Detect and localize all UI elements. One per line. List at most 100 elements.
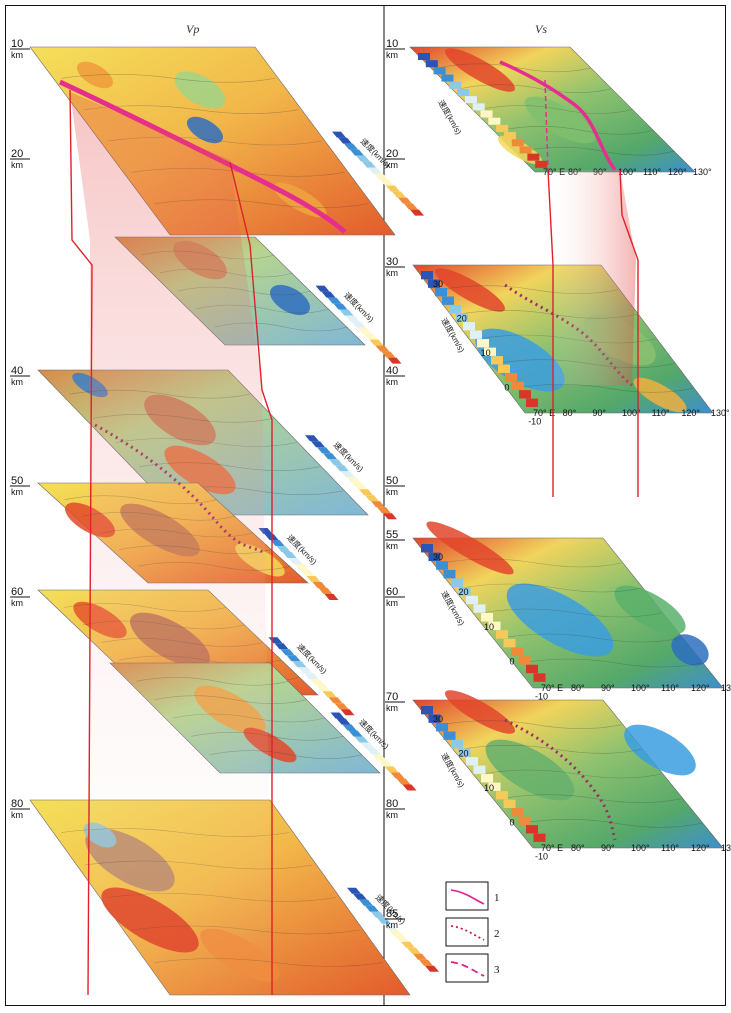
vs-colorbar-cell: [458, 748, 471, 757]
vp-connector-right: [229, 161, 273, 995]
vs-longitude-label: 90°: [601, 843, 615, 853]
vp-depth-unit: km: [11, 160, 23, 170]
vs-colorbar-cell: [498, 364, 510, 373]
vp-colorbar-7-cell: [377, 917, 391, 924]
vp-colorbar-7-cell: [413, 953, 427, 960]
vs-slice-1-contour: [480, 105, 633, 114]
vp-colorbar-3-cell: [317, 447, 331, 454]
vp-colorbar-7-cell: [347, 887, 361, 894]
vp-colorbar-4-cell: [318, 588, 333, 594]
vp-colorbar-2-cell: [357, 327, 372, 334]
vs-latitude-label: 10: [481, 348, 491, 358]
vs-latitude-label: 20: [457, 313, 467, 323]
vs-longitude-label: 100°: [631, 843, 650, 853]
vs-slice-3: [412, 521, 724, 689]
vp-colorbar-6-cell: [390, 772, 405, 779]
vs-connector-left: [547, 169, 554, 497]
vp-slice-1-contour: [61, 74, 276, 83]
vs-colorbar-cell: [451, 740, 463, 749]
vs-connector-right: [619, 169, 639, 497]
vs-colorbar-cell: [503, 799, 516, 808]
vs-depth-label-50: 50: [386, 475, 398, 487]
vp-colorbar-2-cell: [321, 291, 336, 298]
vs-colorbar-cell: [503, 638, 516, 648]
vs-depth-label-20: 20: [386, 148, 398, 160]
vp-colorbar-4-cell: [324, 594, 339, 600]
vs-depth-unit: km: [386, 810, 398, 820]
vp-colorbar-6-cell: [360, 742, 375, 749]
vs-depth-label-60: 60: [386, 586, 398, 598]
legend-item-3: 3: [445, 953, 500, 983]
vs-colorbar-3: [421, 544, 546, 682]
vs-colorbar-cell: [496, 124, 509, 132]
vp-colorbar-7-cell: [407, 947, 421, 954]
vs-longitude-label: 80°: [563, 408, 577, 418]
vp-depth-label-40: 40: [11, 365, 23, 377]
vp-colorbar-5-cell: [268, 637, 283, 644]
vp-colorbar-6-cell: [354, 736, 369, 743]
vs-latitude-label: 10: [484, 622, 494, 632]
vp-colorbar-7-cell: [371, 911, 385, 918]
legend-number: 1: [494, 892, 500, 904]
vs-colorbar-cell: [480, 110, 493, 118]
vs-longitude-label: 110°: [652, 408, 670, 418]
vp-connector-left: [69, 89, 93, 996]
vs-longitude-label: 130°: [721, 683, 731, 693]
vs-longitude-label: 70° E: [533, 408, 555, 418]
vs-depth-unit: km: [386, 598, 398, 608]
vp-colorbar-2-cell: [327, 297, 342, 304]
vp-colorbar-3-cell: [365, 495, 379, 502]
vs-slice-1-contour: [501, 126, 654, 135]
vs-colorbar-cell: [526, 664, 538, 674]
vp-colorbar-4-cell: [306, 576, 321, 582]
vs-slice-3-contour: [460, 583, 642, 593]
vp-colorbar-4-cell: [300, 570, 315, 576]
vp-colorbar-7-cell: [353, 893, 367, 900]
legend-number: 2: [494, 928, 500, 940]
vs-colorbar-cell: [527, 153, 540, 161]
vs-depth-unit: km: [386, 487, 398, 497]
vs-colorbar-cell: [518, 656, 531, 665]
vs-slice-3-contour: [520, 658, 702, 668]
vp-colorbar-6-cell: [330, 712, 345, 719]
vp-slice-1-anomaly: [76, 61, 114, 89]
vs-depth-label-30: 30: [386, 256, 398, 268]
vs-colorbar-cell: [441, 74, 454, 82]
vs-slice-4-contour: [440, 720, 622, 729]
legend-swatch-box: [445, 917, 489, 947]
legend-line-sample: [450, 961, 485, 977]
vp-colorbar-3-cell: [383, 513, 397, 520]
vp-colorbar-5-cell: [280, 649, 295, 656]
vs-colorbar-cell: [421, 706, 433, 715]
vp-colorbar-5-cell: [304, 673, 319, 680]
vs-slice-2-contour: [514, 384, 693, 393]
vs-colorbar-cell: [484, 347, 496, 356]
vs-colorbar-cell: [511, 139, 524, 147]
vp-colorbar-3-cell: [329, 459, 343, 466]
vs-slice-3-anomaly: [426, 521, 514, 575]
vs-colorbar-cell: [428, 279, 440, 288]
vp-colorbar-1-cell: [350, 149, 364, 156]
vs-colorbar-cell: [470, 330, 482, 339]
vp-slice-1-anomaly: [186, 116, 224, 144]
vs-longitude-label: 130°: [693, 167, 712, 177]
vp-colorbar-1-cell: [344, 143, 358, 150]
vs-depth-label-10: 10: [386, 38, 398, 50]
vp-colorbar-5-cell: [310, 679, 325, 686]
vs-slice-2-anomaly: [633, 377, 687, 413]
vp-colorbar-3-cell: [353, 483, 367, 490]
vs-slice-4-anomaly: [445, 690, 515, 734]
vs-slice-1: [409, 46, 696, 173]
vp-panel: 速度(km/s) 速度(km/s) 速度(km/s) 速度(km/s) 速度(km/s)…: [10, 38, 439, 996]
vs-depth-unit: km: [386, 920, 398, 930]
vs-colorbar-cell: [428, 714, 441, 723]
vp-colorbar-5-cell: [298, 667, 313, 674]
vp-colorbar-3-cell: [305, 435, 319, 442]
vp-colorbar-5-cell: [322, 691, 337, 698]
vs-slice-4-anomaly: [485, 739, 575, 801]
vs-longitude-label: 120°: [691, 843, 710, 853]
vp-colorbar-4-cell: [288, 558, 303, 564]
vs-colorbar-cell: [526, 825, 538, 834]
vs-depth-unit: km: [386, 377, 398, 387]
vp-colorbar-2-cell: [333, 303, 348, 310]
